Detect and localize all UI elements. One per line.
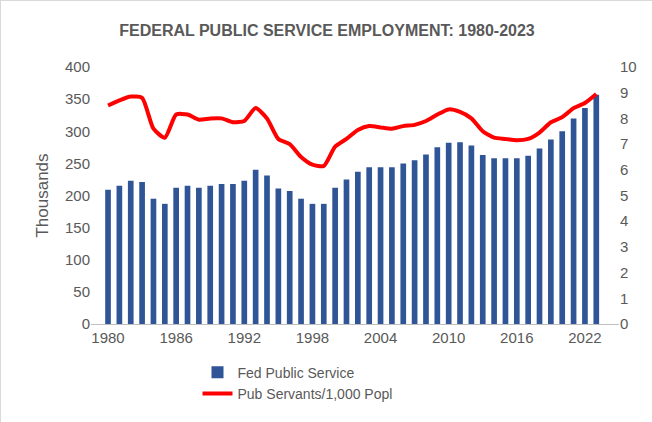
svg-text:Fed Public Service: Fed Public Service: [238, 365, 355, 381]
svg-text:1980: 1980: [91, 329, 124, 346]
svg-text:8: 8: [620, 110, 628, 127]
svg-text:200: 200: [65, 187, 90, 204]
svg-text:2022: 2022: [568, 329, 601, 346]
svg-text:50: 50: [73, 283, 90, 300]
svg-text:0: 0: [82, 315, 90, 332]
svg-text:1998: 1998: [296, 329, 329, 346]
svg-text:2004: 2004: [364, 329, 397, 346]
svg-text:4: 4: [620, 212, 628, 229]
svg-text:10: 10: [620, 58, 637, 75]
svg-text:250: 250: [65, 155, 90, 172]
svg-text:100: 100: [65, 251, 90, 268]
svg-text:2: 2: [620, 264, 628, 281]
svg-text:2016: 2016: [500, 329, 533, 346]
svg-text:FEDERAL PUBLIC SERVICE EMPLOYM: FEDERAL PUBLIC SERVICE EMPLOYMENT: 1980-…: [119, 22, 535, 39]
svg-text:300: 300: [65, 123, 90, 140]
svg-text:1992: 1992: [228, 329, 261, 346]
svg-text:0: 0: [620, 315, 628, 332]
svg-text:2010: 2010: [432, 329, 465, 346]
svg-text:350: 350: [65, 90, 90, 107]
svg-text:Thousands: Thousands: [33, 153, 52, 237]
svg-text:Pub Servants/1,000 Popl: Pub Servants/1,000 Popl: [238, 386, 393, 402]
svg-text:6: 6: [620, 161, 628, 178]
svg-text:7: 7: [620, 135, 628, 152]
svg-text:9: 9: [620, 84, 628, 101]
svg-text:3: 3: [620, 238, 628, 255]
svg-text:1986: 1986: [159, 329, 192, 346]
svg-text:5: 5: [620, 187, 628, 204]
svg-text:150: 150: [65, 219, 90, 236]
svg-text:1: 1: [620, 290, 628, 307]
svg-text:400: 400: [65, 58, 90, 75]
